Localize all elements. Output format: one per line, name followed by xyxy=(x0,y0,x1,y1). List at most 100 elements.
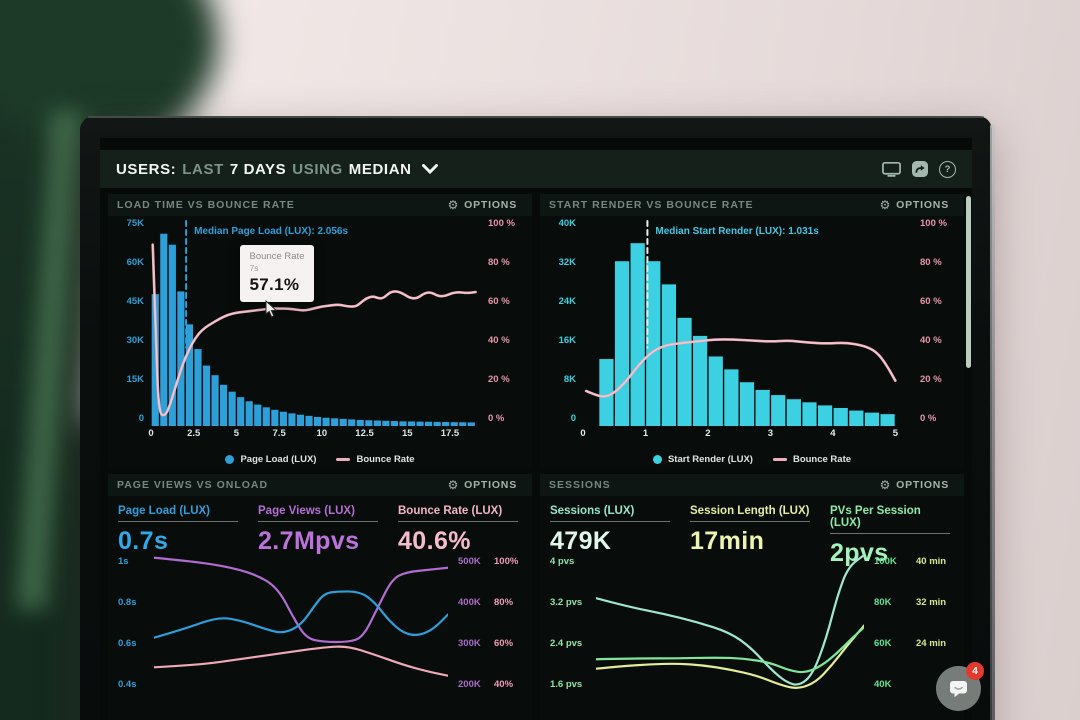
panel-header: SESSIONS ⚙ OPTIONS xyxy=(540,474,964,496)
title-segment: MEDIAN xyxy=(348,160,412,178)
chart-area: 4 pvs 3.2 pvs 2.4 pvs 1.6 pvs 100K 40 min 80K… xyxy=(544,550,960,720)
help-icon[interactable]: ? xyxy=(939,160,956,178)
axis-tick-label: 3.2 pvs xyxy=(550,597,583,609)
axis-tick-label: 17.5 xyxy=(440,428,460,439)
axis-tick-label: 40 % xyxy=(488,335,510,346)
page-views-linechart-canvas[interactable] xyxy=(154,550,448,720)
plot-area: Median Start Render (LUX): 1.031s xyxy=(583,220,911,426)
axis-tick-label: 100 % xyxy=(488,218,515,229)
metric-underline xyxy=(690,521,810,522)
share-icon[interactable] xyxy=(912,161,928,177)
options-button[interactable]: ⚙ OPTIONS xyxy=(874,478,955,492)
tooltip-title: Bounce Rate xyxy=(249,250,305,262)
chart-area: 1s 0.8s 0.6s 0.4s 500K 100% 400K 80% 300K 60% 200… xyxy=(112,550,528,720)
x-axis-ticks: 0 1 2 3 4 5 xyxy=(580,428,911,440)
axis-tick-label: 100 % xyxy=(920,218,947,229)
tooltip-value: 57.1% xyxy=(249,274,300,294)
axis-tick-label: 80% xyxy=(494,597,514,609)
axis-tick-label: 2.4 pvs xyxy=(550,638,583,650)
dashboard-screen: USERS: LAST 7 DAYS USING MEDIAN xyxy=(100,138,984,720)
axis-tick-label: 10 xyxy=(316,428,328,439)
metric-label: Session Length (LUX) xyxy=(690,505,810,517)
sessions-linechart-canvas[interactable] xyxy=(596,550,864,720)
metric: Page Load (LUX) 0.7s xyxy=(118,505,242,556)
options-button[interactable]: ⚙ OPTIONS xyxy=(442,198,523,212)
bounce-rate-tooltip: Bounce Rate 7s 57.1% xyxy=(239,244,315,318)
legend-item[interactable]: Bounce Rate xyxy=(336,454,415,465)
legend-item[interactable]: Start Render (LUX) xyxy=(652,454,753,465)
axis-tick-label: 45K xyxy=(126,296,144,307)
axis-tick-label: 40K xyxy=(874,679,892,691)
axis-tick-label: 1.6 pvs xyxy=(550,679,583,691)
options-button[interactable]: ⚙ OPTIONS xyxy=(874,198,955,212)
axis-tick-label: 60K xyxy=(874,638,892,650)
panel-title: LOAD TIME VS BOUNCE RATE xyxy=(117,199,295,211)
panel-header: START RENDER VS BOUNCE RATE ⚙ OPTIONS xyxy=(540,194,964,216)
axis-tick-label: 40K xyxy=(558,218,576,229)
options-label: OPTIONS xyxy=(896,479,949,491)
metric-underline xyxy=(118,521,238,522)
axis-tick-label: 0.6s xyxy=(118,638,137,650)
axis-tick-label: 80 % xyxy=(920,257,942,268)
axis-tick-label: 4 xyxy=(830,428,836,439)
axis-tick-label: 4 pvs xyxy=(550,556,575,568)
start-render-histogram-canvas[interactable] xyxy=(583,220,911,426)
axis-tick-label: 0 xyxy=(148,428,154,439)
axis-tick-label: 24K xyxy=(558,296,576,307)
legend-line-swatch xyxy=(336,458,351,461)
metric-label: Page Views (LUX) xyxy=(258,505,355,517)
axis-tick-label: 20 % xyxy=(920,374,942,385)
axis-tick-label: 60 % xyxy=(920,296,942,307)
legend-item[interactable]: Bounce Rate xyxy=(772,454,851,465)
x-axis-ticks: 0 2.5 5 7.5 10 12.5 15 17.5 xyxy=(148,428,479,440)
panel-load-time-vs-bounce-rate: LOAD TIME VS BOUNCE RATE ⚙ OPTIONS 75K 60… xyxy=(108,194,532,470)
page-scrollbar[interactable] xyxy=(966,196,971,368)
axis-tick-label: 12.5 xyxy=(355,428,374,439)
metric-label: Sessions (LUX) xyxy=(550,505,635,517)
axis-tick-label: 24 min xyxy=(916,638,947,650)
laptop-bezel: USERS: LAST 7 DAYS USING MEDIAN xyxy=(80,116,995,720)
legend-label: Bounce Rate xyxy=(356,454,415,465)
options-label: OPTIONS xyxy=(464,479,517,491)
axis-tick-label: 80K xyxy=(874,597,892,609)
axis-tick-label: 40% xyxy=(494,679,514,691)
axis-tick-label: 500K xyxy=(458,556,481,568)
app-header-bar: USERS: LAST 7 DAYS USING MEDIAN xyxy=(100,150,972,188)
users-filter-dropdown[interactable]: USERS: LAST 7 DAYS USING MEDIAN xyxy=(116,161,438,178)
axis-tick-label: 5 xyxy=(892,428,899,439)
load-time-histogram-canvas[interactable] xyxy=(151,220,479,426)
panel-sessions: SESSIONS ⚙ OPTIONS Sessions (LUX) 479K Ses… xyxy=(540,474,964,720)
options-label: OPTIONS xyxy=(896,199,949,211)
axis-tick-label: 2.5 xyxy=(187,428,201,439)
plot-area xyxy=(596,550,864,720)
median-annotation: Median Start Render (LUX): 1.031s xyxy=(655,226,819,238)
metric-underline xyxy=(830,533,950,534)
axis-tick-label: 60 % xyxy=(488,296,510,307)
axis-tick-label: 15 xyxy=(401,428,413,439)
left-axis-ticks: 40K 32K 24K 16K 8K 0 xyxy=(544,218,583,424)
legend-item[interactable]: Page Load (LUX) xyxy=(225,454,316,465)
monitor-icon[interactable] xyxy=(882,161,901,177)
axis-tick-label: 75K xyxy=(126,218,144,229)
axis-tick-label: 100% xyxy=(494,556,519,568)
axis-tick-label: 0 xyxy=(580,428,586,439)
axis-tick-label: 32K xyxy=(558,257,576,268)
axis-tick-label: 0 % xyxy=(488,413,505,424)
legend-dot-swatch xyxy=(652,455,662,464)
axis-tick-label: 5 xyxy=(233,428,240,439)
metric-label: Bounce Rate (LUX) xyxy=(398,505,503,517)
chart-legend: Page Load (LUX) Bounce Rate xyxy=(108,454,532,465)
axis-tick-label: 100K xyxy=(874,556,897,568)
panel-page-views-vs-onload: PAGE VIEWS VS ONLOAD ⚙ OPTIONS Page Load… xyxy=(108,474,532,720)
chat-button[interactable]: 4 xyxy=(936,662,984,711)
notification-badge: 4 xyxy=(966,662,984,680)
metric-underline xyxy=(258,521,378,522)
left-axis-ticks: 75K 60K 45K 30K 15K 0 xyxy=(112,218,151,424)
help-glyph: ? xyxy=(939,160,956,178)
options-button[interactable]: ⚙ OPTIONS xyxy=(442,478,523,492)
title-segment: 7 DAYS xyxy=(229,160,287,178)
axis-tick-label: 1 xyxy=(642,428,649,439)
chart-legend: Start Render (LUX) Bounce Rate xyxy=(540,454,964,465)
axis-tick-label: 200K xyxy=(458,679,481,691)
legend-label: Start Render (LUX) xyxy=(667,454,753,465)
